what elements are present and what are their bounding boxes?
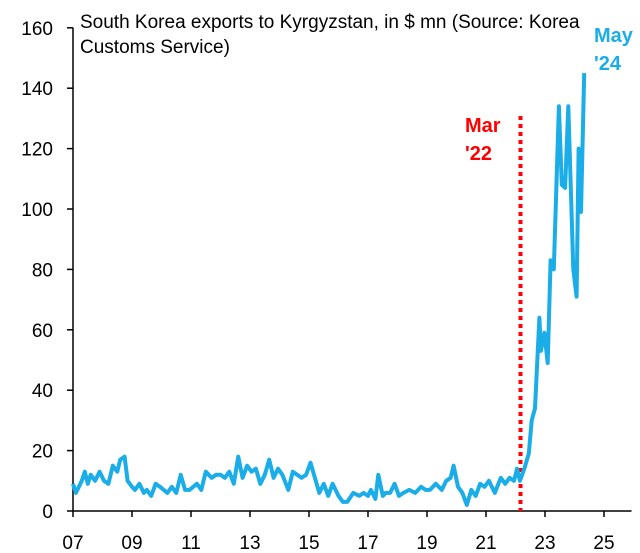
x-tick-label: 07 bbox=[62, 533, 83, 553]
y-tick-label: 140 bbox=[21, 79, 53, 100]
x-tick-label: 11 bbox=[181, 533, 201, 553]
series-line-exports bbox=[71, 73, 587, 507]
x-tick-label: 19 bbox=[416, 533, 437, 553]
x-tick-label: 17 bbox=[357, 533, 378, 553]
y-tick-label: 40 bbox=[32, 381, 53, 402]
x-tick-label: 15 bbox=[298, 533, 319, 553]
x-tick-label: 13 bbox=[239, 533, 260, 553]
y-tick-label: 20 bbox=[32, 442, 53, 463]
x-tick-label: 23 bbox=[534, 533, 555, 553]
annotation-mar-22-line2: '22 bbox=[465, 143, 493, 165]
annotation-mar-22-line1: Mar bbox=[465, 115, 501, 137]
y-tick-label: 0 bbox=[42, 502, 53, 523]
tick-labels: 0 20 40 60 80 100 120 140 160 07 09 11 13 15 17 19 21 23 2… bbox=[21, 19, 614, 553]
annotation-mar-22: Mar '22 bbox=[465, 112, 501, 168]
x-tick-label: 09 bbox=[121, 533, 142, 553]
axes bbox=[67, 27, 632, 517]
annotation-may-24-line2: '24 bbox=[594, 53, 622, 75]
x-tick-label: 25 bbox=[593, 533, 614, 553]
chart-title: South Korea exports to Kyrgyzstan, in $ … bbox=[80, 12, 580, 58]
y-tick-label: 160 bbox=[21, 19, 53, 40]
y-tick-label: 80 bbox=[32, 260, 53, 281]
y-tick-label: 120 bbox=[21, 140, 53, 161]
annotation-may-24-line1: May bbox=[594, 25, 633, 47]
annotation-may-24: May '24 bbox=[594, 22, 633, 78]
x-tick-label: 21 bbox=[475, 533, 496, 553]
y-tick-label: 100 bbox=[21, 200, 53, 221]
y-tick-label: 60 bbox=[32, 321, 53, 342]
